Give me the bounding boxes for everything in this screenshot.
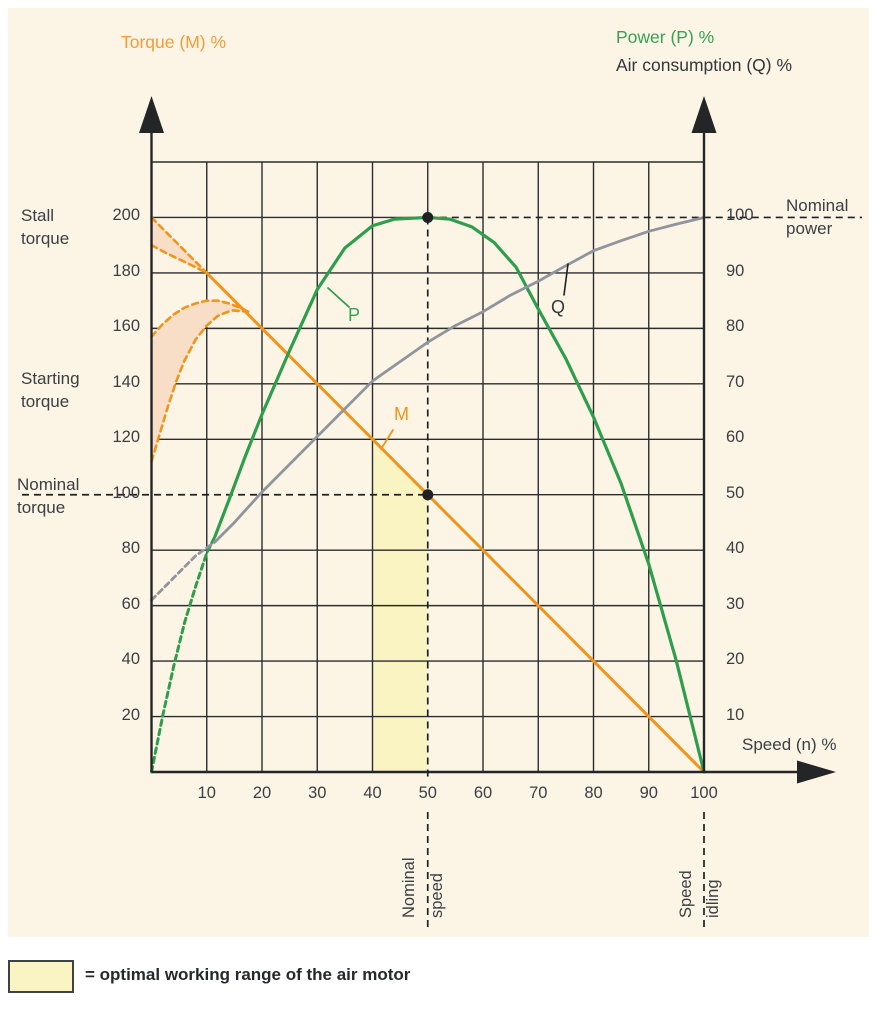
q-label-leader bbox=[563, 263, 569, 296]
starting-torque-upper-dashed bbox=[150, 299, 250, 338]
x-tick-label: 40 bbox=[363, 784, 382, 802]
starting-torque-label: Starting torque bbox=[21, 369, 80, 411]
x-tick-label: 80 bbox=[584, 784, 603, 802]
starting-torque-lower-dashed bbox=[150, 309, 250, 463]
legend-text: = optimal working range of the air motor bbox=[85, 965, 411, 984]
nominal-speed-label-word1: Nominal bbox=[400, 857, 418, 918]
m-label-leader bbox=[380, 429, 394, 450]
left-tick-label: 180 bbox=[112, 261, 140, 280]
right-tick-label: 70 bbox=[726, 372, 745, 391]
x-tick-label: 50 bbox=[418, 784, 437, 802]
left-tick-label: 60 bbox=[121, 594, 140, 613]
right-tick-label: 100 bbox=[726, 206, 754, 225]
x-tick-label: 10 bbox=[197, 784, 216, 802]
left-axis-arrow bbox=[139, 96, 164, 133]
x-tick-label: 20 bbox=[252, 784, 272, 802]
power-curve-label: P bbox=[348, 305, 361, 325]
left-tick-label: 40 bbox=[121, 650, 140, 669]
right-tick-label: 90 bbox=[726, 261, 745, 280]
left-tick-label: 20 bbox=[121, 705, 140, 724]
nominal-power-point bbox=[422, 211, 434, 223]
nominal-torque-label: Nominal torque bbox=[17, 475, 80, 517]
legend-swatch bbox=[8, 960, 74, 993]
right-tick-label: 20 bbox=[726, 650, 745, 669]
torque-curve-M bbox=[205, 271, 706, 774]
x-axis-label: Speed (n) % bbox=[742, 735, 837, 754]
left-tick-label: 100 bbox=[112, 483, 140, 502]
x-axis-arrow bbox=[797, 760, 836, 784]
right-tick-label: 30 bbox=[726, 594, 745, 613]
right-tick-label: 60 bbox=[726, 428, 745, 447]
stall-torque-label: Stall torque bbox=[21, 206, 70, 248]
right-axis-arrow bbox=[691, 96, 717, 133]
x-tick-label: 30 bbox=[308, 784, 327, 802]
torque-curve-label: M bbox=[394, 404, 409, 424]
nominal-speed-label-word2: speed bbox=[428, 873, 446, 918]
nominal-power-label: Nominal power bbox=[786, 196, 849, 238]
right-axis-title-air: Air consumption (Q) % bbox=[616, 55, 793, 75]
air-curve-Q-dashed bbox=[150, 540, 217, 602]
right-axis-title-power: Power (P) % bbox=[616, 27, 715, 47]
left-axis-title: Torque (M) % bbox=[121, 32, 227, 52]
nominal-torque-point bbox=[422, 489, 434, 501]
p-label-leader bbox=[327, 287, 350, 308]
left-tick-label: 80 bbox=[121, 539, 140, 558]
speed-idling-label-word2: idling bbox=[704, 879, 722, 918]
stall-torque-lower-dashed bbox=[150, 243, 209, 275]
right-tick-label: 40 bbox=[726, 539, 745, 558]
air-curve-label: Q bbox=[551, 297, 566, 317]
x-tick-label: 100 bbox=[690, 784, 718, 802]
x-tick-label: 70 bbox=[529, 784, 548, 802]
left-tick-label: 160 bbox=[112, 317, 140, 336]
power-curve-P bbox=[213, 215, 706, 774]
x-tick-label: 60 bbox=[473, 784, 493, 802]
left-tick-label: 140 bbox=[112, 372, 140, 391]
left-tick-label: 120 bbox=[112, 428, 140, 447]
power-curve-P-dashed bbox=[150, 534, 217, 774]
stall-torque-upper-dashed bbox=[150, 216, 209, 275]
right-tick-label: 50 bbox=[726, 483, 745, 502]
speed-idling-label-word1: Speed bbox=[677, 870, 695, 918]
right-tick-label: 10 bbox=[726, 705, 745, 724]
air-curve-Q bbox=[213, 216, 706, 544]
left-tick-label: 200 bbox=[112, 206, 140, 225]
x-tick-label: 90 bbox=[639, 784, 658, 802]
right-tick-label: 80 bbox=[726, 317, 745, 336]
starting-region-fill bbox=[151, 300, 249, 462]
